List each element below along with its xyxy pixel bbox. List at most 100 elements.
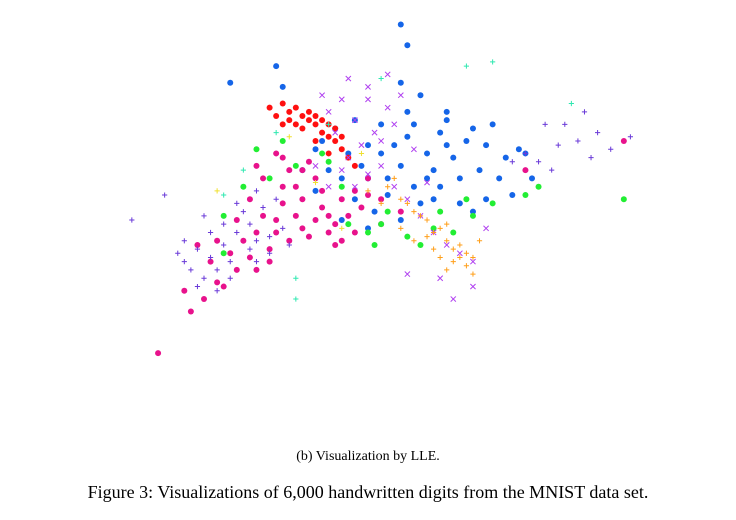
data-point-2-56: [273, 150, 280, 157]
data-point-3-10: [404, 233, 411, 240]
data-point-6-27: [411, 238, 417, 244]
data-point-0-54: [443, 117, 450, 124]
data-point-1-14: [273, 113, 280, 119]
data-point-6-0: [385, 184, 391, 190]
data-point-4-28: [312, 162, 319, 169]
data-point-2-43: [233, 217, 240, 223]
data-point-0-57: [312, 146, 319, 153]
data-point-1-0: [266, 104, 273, 111]
data-point-2-19: [332, 221, 339, 228]
data-point-6-10: [404, 200, 410, 206]
data-point-5-1: [162, 192, 168, 198]
data-point-1-9: [332, 137, 339, 144]
scatter-plot: [129, 21, 633, 357]
data-point-4-0: [325, 108, 332, 115]
data-point-0-41: [456, 175, 463, 182]
data-point-1-5: [305, 117, 312, 124]
data-point-3-12: [450, 229, 457, 236]
data-point-7-8: [240, 167, 246, 173]
data-point-0-23: [437, 183, 444, 190]
data-point-3-2: [253, 146, 260, 153]
data-point-7-3: [293, 296, 299, 302]
data-point-0-37: [338, 175, 345, 182]
data-point-5-18: [253, 188, 260, 194]
data-point-2-12: [312, 217, 319, 223]
data-point-5-35: [627, 134, 633, 140]
data-point-6-18: [476, 238, 483, 244]
data-point-5-38: [549, 167, 555, 173]
sub-caption: (b) Visualization by LLE.: [296, 449, 440, 464]
data-point-7-9: [221, 192, 227, 198]
data-point-4-19: [470, 258, 476, 265]
data-point-3-14: [489, 200, 496, 207]
data-point-1-19: [319, 117, 326, 124]
data-point-2-54: [214, 237, 221, 244]
data-point-6-11: [417, 213, 424, 219]
data-point-4-25: [378, 138, 385, 144]
data-point-5-29: [227, 275, 233, 281]
data-point-0-15: [430, 167, 437, 174]
data-point-2-35: [312, 175, 319, 182]
data-point-3-11: [430, 225, 437, 232]
data-point-1-21: [292, 121, 299, 128]
data-point-0-46: [417, 92, 424, 99]
data-point-3-18: [240, 183, 247, 190]
data-point-6-15: [431, 246, 437, 252]
data-point-0-38: [358, 162, 365, 169]
data-point-4-7: [345, 154, 352, 161]
data-point-4-11: [365, 171, 371, 178]
data-point-5-44: [588, 155, 594, 161]
data-point-4-31: [483, 225, 490, 232]
data-point-0-43: [391, 142, 398, 149]
data-point-5-30: [253, 259, 260, 265]
data-point-6-12: [437, 225, 443, 231]
data-point-0-28: [410, 121, 417, 128]
data-point-0-18: [365, 142, 371, 149]
data-point-7-2: [568, 100, 574, 107]
data-point-6-5: [444, 238, 450, 244]
data-point-7-1: [490, 59, 496, 65]
data-point-0-42: [430, 196, 437, 203]
data-point-2-7: [253, 266, 260, 273]
data-point-2-50: [397, 208, 404, 215]
data-point-1-7: [319, 129, 326, 136]
data-point-2-14: [325, 212, 332, 219]
data-point-2-27: [319, 187, 326, 194]
data-point-3-6: [338, 183, 345, 190]
data-point-5-4: [201, 275, 207, 281]
data-point-0-21: [384, 192, 391, 199]
data-point-5-6: [221, 242, 227, 248]
data-point-2-5: [233, 266, 240, 273]
data-point-5-15: [240, 209, 246, 215]
series-3: [220, 137, 627, 257]
data-point-2-20: [305, 233, 312, 240]
data-point-3-5: [325, 158, 332, 165]
data-point-2-17: [365, 192, 371, 199]
data-point-3-21: [345, 221, 352, 228]
data-point-4-30: [437, 275, 444, 282]
data-point-3-7: [365, 229, 371, 236]
data-point-6-19: [398, 225, 404, 231]
data-point-5-33: [595, 130, 601, 136]
data-point-6-24: [437, 254, 443, 261]
data-point-2-10: [286, 237, 293, 244]
data-point-2-46: [194, 241, 201, 248]
data-point-7-0: [463, 63, 469, 69]
data-point-5-32: [562, 121, 568, 127]
data-point-0-8: [515, 146, 522, 153]
series-8: [214, 134, 365, 231]
data-point-1-12: [312, 137, 319, 144]
data-point-5-0: [129, 217, 135, 223]
data-point-4-2: [351, 117, 358, 124]
data-point-0-48: [365, 225, 371, 232]
data-point-8-2: [312, 179, 319, 186]
data-point-0-51: [483, 142, 490, 149]
data-point-5-10: [267, 234, 273, 240]
data-point-2-31: [240, 237, 247, 244]
data-point-3-25: [463, 196, 470, 203]
data-point-5-7: [234, 229, 240, 236]
data-point-4-33: [470, 283, 476, 290]
data-point-0-44: [325, 167, 332, 174]
data-point-0-4: [227, 79, 234, 86]
data-point-0-59: [424, 175, 431, 182]
